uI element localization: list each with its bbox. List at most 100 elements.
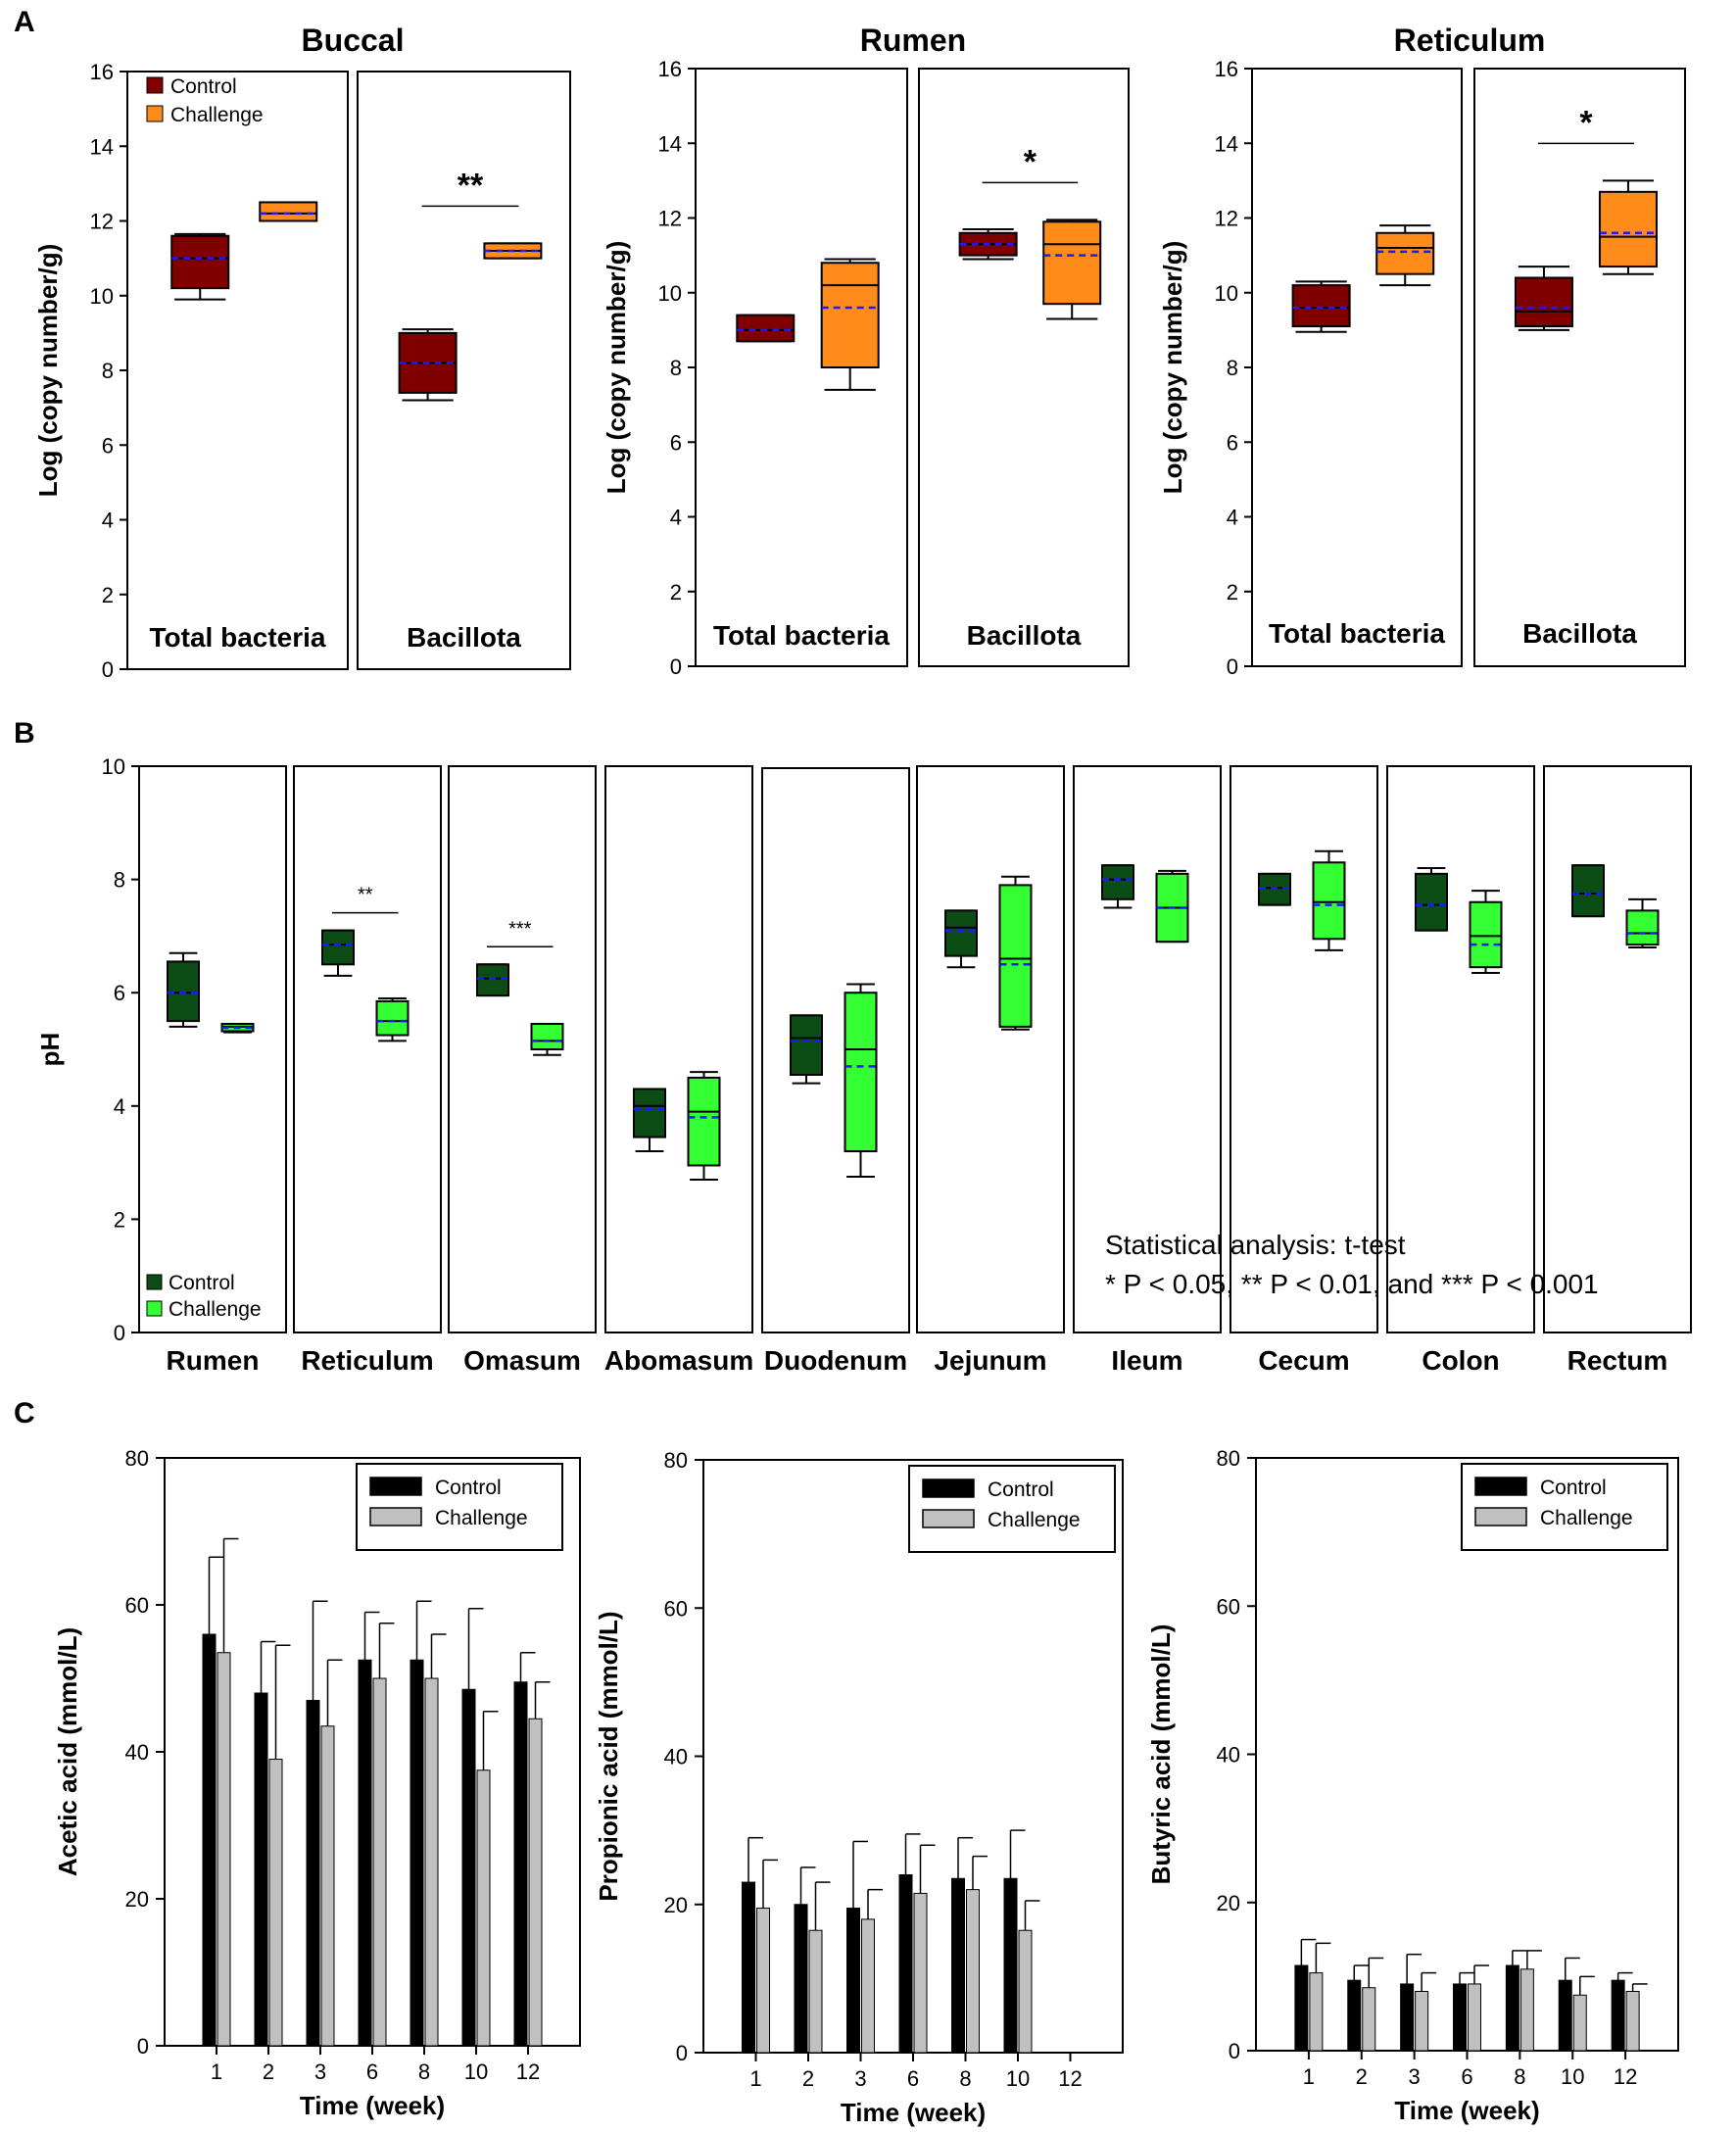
- category-label: Total bacteria: [713, 620, 890, 651]
- x-tick-label: 8: [1514, 2064, 1525, 2089]
- y-axis-title: Log (copy number/g): [1158, 241, 1187, 495]
- y-axis-title: Butyric acid (mmol/L): [1146, 1624, 1176, 1885]
- x-axis-title: Time (week): [841, 2098, 986, 2127]
- group-frame: [1543, 765, 1692, 1333]
- significance-mark: *: [1579, 104, 1593, 141]
- bar-challenge: [1519, 1968, 1534, 2052]
- bar-control: [306, 1700, 320, 2047]
- y-tick-label: 80: [664, 1448, 688, 1473]
- y-tick-label: 20: [1217, 1891, 1240, 1915]
- panel-label-A: A: [14, 6, 35, 38]
- x-tick-label: 8: [418, 2059, 430, 2084]
- y-tick-label: 0: [102, 657, 114, 682]
- y-tick-label: 80: [1217, 1446, 1240, 1471]
- y-tick-label: 10: [1215, 281, 1238, 306]
- box-control: [790, 1014, 823, 1077]
- bar-control: [254, 1692, 268, 2047]
- y-tick-label: 0: [137, 2034, 149, 2059]
- box-challenge: [687, 1076, 721, 1167]
- bar-control: [1558, 1979, 1572, 2052]
- category-label: Ileum: [1111, 1345, 1182, 1376]
- y-tick-label: 0: [676, 2041, 688, 2065]
- group-frame: [695, 68, 908, 667]
- y-axis-title: Propionic acid (mmol/L): [594, 1611, 623, 1901]
- box-control: [321, 929, 355, 966]
- category-label: Bacillota: [1522, 618, 1637, 649]
- y-tick-label: 0: [1227, 654, 1238, 679]
- y-tick-label: 8: [102, 359, 114, 383]
- x-tick-label: 10: [464, 2059, 488, 2084]
- stat-note-line: Statistical analysis: t-test: [1105, 1230, 1406, 1260]
- y-tick-label: 4: [1227, 506, 1238, 530]
- group-frame: [1386, 765, 1535, 1333]
- bar-control: [513, 1681, 528, 2047]
- x-tick-label: 2: [1356, 2064, 1368, 2089]
- box-control: [167, 960, 200, 1023]
- box-control: [736, 314, 796, 343]
- x-tick-label: 2: [802, 2066, 814, 2091]
- category-label: Bacillota: [967, 620, 1082, 651]
- significance-mark: **: [458, 167, 484, 204]
- group-frame: [1251, 68, 1463, 667]
- bar-control: [410, 1659, 424, 2047]
- legend-label: Control: [435, 1477, 502, 1499]
- bar-control: [1003, 1877, 1018, 2054]
- bar-challenge: [861, 1918, 875, 2054]
- box-control: [944, 909, 978, 957]
- bar-control: [358, 1659, 372, 2047]
- bar-challenge: [1415, 1991, 1429, 2052]
- bar-challenge: [808, 1929, 823, 2054]
- bar-challenge: [1018, 1929, 1033, 2054]
- category-label: Rectum: [1567, 1345, 1668, 1376]
- box-challenge: [820, 262, 880, 368]
- y-tick-label: 14: [658, 131, 682, 156]
- box-control: [170, 234, 230, 290]
- y-tick-label: 60: [664, 1596, 688, 1621]
- y-tick-label: 60: [125, 1593, 149, 1618]
- bar-control: [1611, 1979, 1625, 2052]
- category-label: Duodenum: [764, 1345, 907, 1376]
- y-tick-label: 6: [1227, 430, 1238, 455]
- bar-challenge: [372, 1677, 387, 2047]
- y-tick-label: 40: [125, 1740, 149, 1765]
- x-tick-label: 8: [959, 2066, 971, 2091]
- box-control: [1291, 284, 1351, 328]
- box-challenge: [259, 201, 318, 222]
- x-tick-label: 1: [1303, 2064, 1315, 2089]
- box-challenge: [530, 1022, 564, 1050]
- legend-swatch: [369, 1507, 422, 1526]
- legend-label: Challenge: [170, 104, 264, 126]
- y-tick-label: 40: [1217, 1743, 1240, 1768]
- significance-mark: **: [358, 885, 373, 906]
- chart-A-reticulum: Reticulum 0 2 4 6 8 10 12 14 16 Log (copy number/g…: [1158, 23, 1686, 679]
- group-frame: [293, 765, 442, 1333]
- bar-control: [742, 1881, 755, 2054]
- bar-control: [1294, 1964, 1309, 2052]
- y-tick-label: 16: [1215, 57, 1238, 81]
- box-control: [1101, 864, 1134, 900]
- bar-challenge: [1572, 1994, 1587, 2052]
- bar-challenge: [528, 1718, 543, 2047]
- bar-control: [1347, 1979, 1362, 2052]
- y-tick-label: 20: [125, 1887, 149, 1912]
- y-tick-label: 10: [90, 284, 114, 309]
- bar-challenge: [424, 1677, 439, 2047]
- box-control: [1415, 872, 1448, 932]
- bar-challenge: [1625, 1991, 1640, 2052]
- y-tick-label: 4: [102, 509, 114, 533]
- x-tick-label: 10: [1561, 2064, 1584, 2089]
- y-tick-label: 0: [114, 1321, 125, 1345]
- legend-swatch: [922, 1478, 975, 1498]
- bar-challenge: [966, 1889, 980, 2054]
- box-control: [633, 1088, 666, 1139]
- significance-mark: *: [1024, 143, 1037, 180]
- x-tick-label: 10: [1006, 2066, 1030, 2091]
- category-label: Abomasum: [604, 1345, 753, 1376]
- category-label: Colon: [1422, 1345, 1499, 1376]
- legend-swatch: [146, 76, 164, 94]
- x-tick-label: 3: [314, 2059, 326, 2084]
- y-tick-label: 20: [664, 1893, 688, 1917]
- group-frame: [916, 765, 1065, 1333]
- category-label: Reticulum: [301, 1345, 433, 1376]
